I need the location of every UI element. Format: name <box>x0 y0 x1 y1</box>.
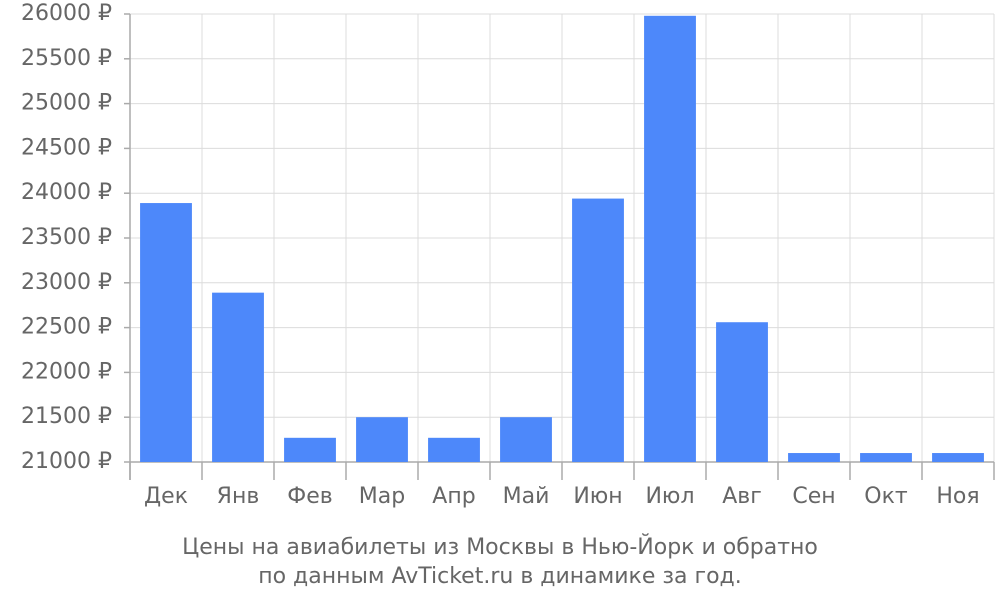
bar <box>428 437 480 462</box>
y-tick-label: 22000 ₽ <box>21 359 112 384</box>
x-tick-label: Мар <box>359 484 405 509</box>
x-tick-label: Янв <box>217 484 260 509</box>
y-tick-label: 21000 ₽ <box>21 449 112 474</box>
caption-line: по данным AvTicket.ru в динамике за год. <box>258 564 742 589</box>
y-tick-label: 23500 ₽ <box>21 225 112 250</box>
bar <box>788 453 840 462</box>
x-tick-label: Дек <box>144 484 188 509</box>
bar <box>284 437 336 462</box>
bar <box>716 322 768 462</box>
bar <box>572 198 624 463</box>
y-tick-label: 25500 ₽ <box>21 46 112 71</box>
bar <box>140 203 192 462</box>
x-tick-label: Июл <box>645 484 694 509</box>
x-tick-label: Авг <box>722 484 762 509</box>
y-tick-label: 22500 ₽ <box>21 315 112 340</box>
x-tick-label: Сен <box>792 484 835 509</box>
y-tick-label: 21500 ₽ <box>21 404 112 429</box>
x-tick-label: Ноя <box>936 484 979 509</box>
bar <box>356 417 408 462</box>
y-tick-label: 24000 ₽ <box>21 180 112 205</box>
bar <box>212 292 264 462</box>
x-tick-label: Апр <box>432 484 475 509</box>
y-tick-label: 23000 ₽ <box>21 270 112 295</box>
y-tick-label: 24500 ₽ <box>21 135 112 160</box>
x-tick-label: Фев <box>287 484 332 509</box>
x-tick-label: Май <box>503 484 550 509</box>
y-tick-label: 25000 ₽ <box>21 91 112 116</box>
bar <box>860 453 912 462</box>
bar <box>500 417 552 462</box>
x-tick-label: Окт <box>864 484 908 509</box>
y-tick-label: 26000 ₽ <box>21 1 112 26</box>
bar <box>644 15 696 463</box>
x-tick-label: Июн <box>573 484 622 509</box>
bar <box>932 453 984 462</box>
caption-line: Цены на авиабилеты из Москвы в Нью-Йорк … <box>182 534 818 560</box>
